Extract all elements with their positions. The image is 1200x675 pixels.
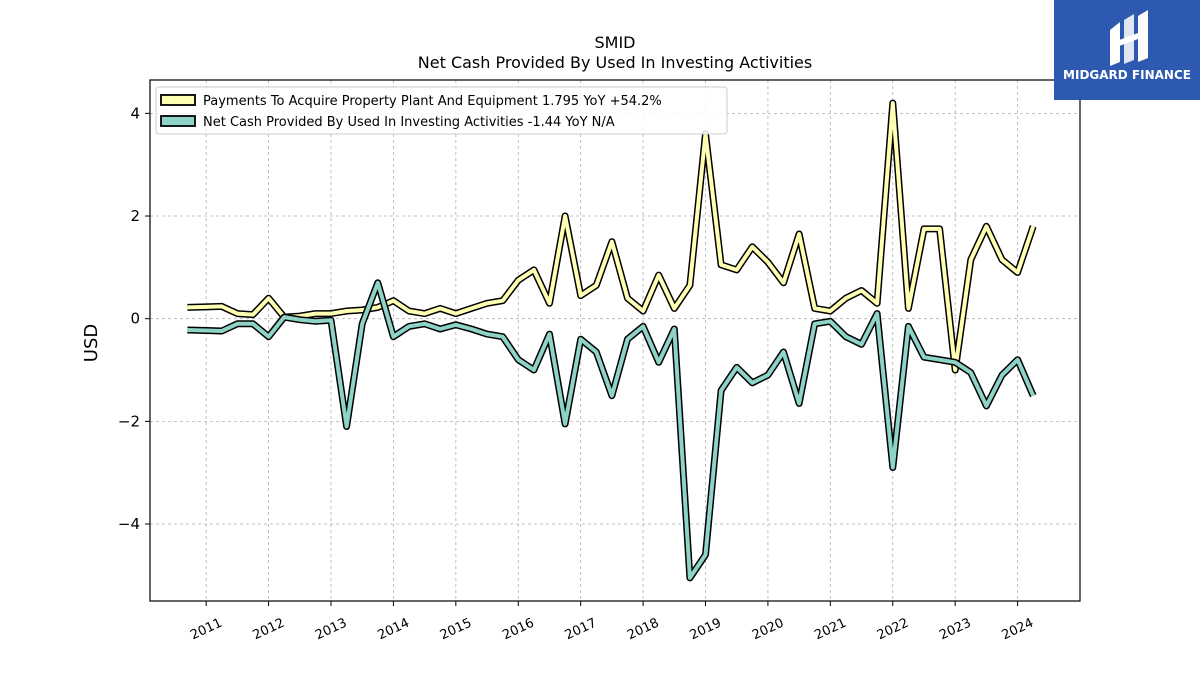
legend-label-investing: Net Cash Provided By Used In Investing A… [203, 115, 615, 130]
x-tick-label: 2022 [875, 616, 911, 644]
chart-title: SMID [595, 33, 636, 52]
legend-swatch-capex [160, 94, 196, 106]
x-tick-label: 2013 [313, 616, 349, 644]
legend-frame [155, 86, 728, 135]
x-tick-label: 2017 [563, 616, 599, 644]
y-tick-label: 0 [130, 310, 140, 328]
y-tick-label: −2 [118, 412, 140, 430]
x-tick-label: 2016 [500, 616, 536, 644]
x-tick-label: 2019 [688, 616, 724, 644]
y-axis-label: USD [81, 324, 102, 362]
x-tick-label: 2014 [375, 616, 411, 644]
x-tick-label: 2024 [1000, 616, 1036, 644]
legend: Payments To Acquire Property Plant And E… [155, 86, 728, 135]
x-tick-label: 2012 [251, 616, 287, 644]
series-line-0 [187, 101, 1036, 372]
x-tick-label: 2020 [750, 616, 786, 644]
x-tick-label: 2018 [625, 616, 661, 644]
series-line-1 [187, 280, 1036, 580]
x-tick-label: 2015 [438, 616, 474, 644]
brand-logo: MIDGARD FINANCE [1054, 0, 1200, 100]
series-lines [187, 99, 1037, 582]
legend-swatch-investing [160, 115, 196, 127]
chart-subtitle: Net Cash Provided By Used In Investing A… [418, 53, 812, 72]
y-tick-label: 2 [130, 207, 140, 225]
legend-label-capex: Payments To Acquire Property Plant And E… [203, 94, 662, 109]
y-tick-label: 4 [130, 104, 140, 122]
grid [150, 80, 1080, 601]
logo-text: MIDGARD FINANCE [1063, 68, 1191, 82]
x-tick-label: 2011 [188, 616, 224, 644]
x-tick-label: 2021 [812, 616, 848, 644]
y-tick-label: −4 [118, 515, 140, 533]
plot-frame [149, 79, 1081, 602]
logo-mark-icon [1110, 10, 1148, 66]
x-tick-label: 2023 [937, 616, 973, 644]
